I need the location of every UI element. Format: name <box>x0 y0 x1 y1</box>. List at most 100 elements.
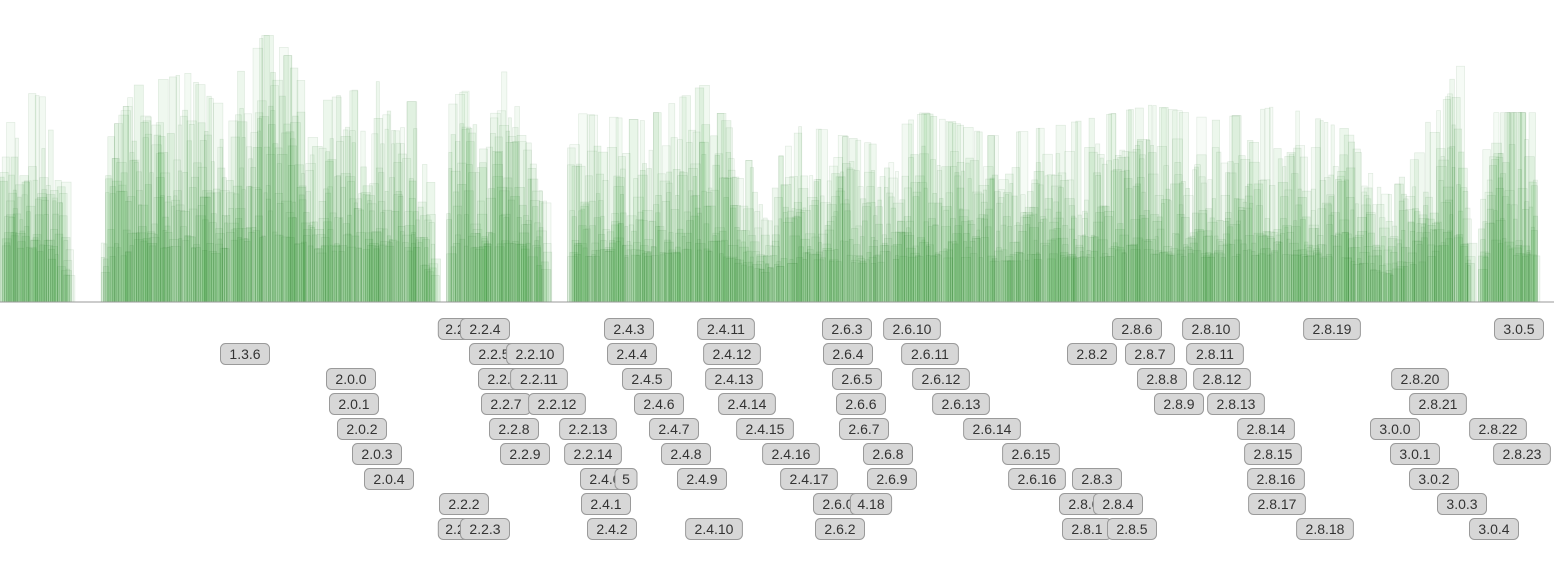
version-label[interactable]: 3.0.0 <box>1370 418 1420 440</box>
version-label-text: 2.4.11 <box>707 321 745 337</box>
version-label[interactable]: 2.0.0 <box>326 368 376 390</box>
version-label[interactable]: 2.8.16 <box>1247 468 1305 490</box>
version-label-text: 2.6.10 <box>893 321 932 337</box>
version-label[interactable]: 2.4.11 <box>697 318 755 340</box>
version-label-box <box>1093 493 1143 515</box>
version-label[interactable]: 2.0.4 <box>364 468 414 490</box>
version-label[interactable]: 2.2.11 <box>510 368 568 390</box>
version-label[interactable]: 2.4.1 <box>581 493 631 515</box>
version-label[interactable]: 2.8.15 <box>1244 443 1302 465</box>
version-label[interactable]: 2.8.19 <box>1303 318 1361 340</box>
version-label[interactable]: 3.0.1 <box>1390 443 1440 465</box>
version-label[interactable]: 2.6.10 <box>883 318 941 340</box>
version-label[interactable]: 2.6.7 <box>839 418 889 440</box>
version-label[interactable]: 2.4.2 <box>587 518 637 540</box>
version-label-text: 3.0.1 <box>1399 446 1430 462</box>
version-label[interactable]: 2.4.10 <box>685 518 743 540</box>
version-label[interactable]: 2.6.9 <box>867 468 917 490</box>
version-label[interactable]: 2.6.13 <box>932 393 990 415</box>
version-label[interactable]: 2.8.23 <box>1493 443 1551 465</box>
version-label[interactable]: 2.8.13 <box>1207 393 1265 415</box>
version-label[interactable]: 2.0.2 <box>337 418 387 440</box>
version-label[interactable]: 2.4.3 <box>604 318 654 340</box>
bar <box>65 275 76 303</box>
version-label-box <box>1247 468 1305 490</box>
version-label[interactable]: 3.0.4 <box>1469 518 1519 540</box>
version-label[interactable]: 2.8.6 <box>1112 318 1162 340</box>
version-label[interactable]: 2.2.9 <box>500 443 550 465</box>
version-label[interactable]: 2.2.2 <box>439 493 489 515</box>
version-label[interactable]: 2.8.11 <box>1186 343 1244 365</box>
version-label[interactable]: 2.6.16 <box>1008 468 1066 490</box>
version-label[interactable]: 2.8.9 <box>1154 393 1204 415</box>
version-label[interactable]: 2.0.3 <box>352 443 402 465</box>
version-label-box <box>1125 343 1175 365</box>
version-label[interactable]: 2.8.4 <box>1093 493 1143 515</box>
version-label[interactable]: 2.4.8 <box>661 443 711 465</box>
version-label[interactable]: 2.8.10 <box>1182 318 1240 340</box>
version-label[interactable]: 1.3.6 <box>220 343 270 365</box>
version-label-box <box>528 393 586 415</box>
version-label-box <box>912 368 970 390</box>
version-label[interactable]: 5 <box>614 468 638 490</box>
version-label[interactable]: 2.4.9 <box>677 468 727 490</box>
version-label[interactable]: 2.8.12 <box>1193 368 1251 390</box>
version-label[interactable]: 2.6.8 <box>863 443 913 465</box>
version-label[interactable]: 3.0.2 <box>1409 468 1459 490</box>
version-label[interactable]: 2.8.7 <box>1125 343 1175 365</box>
version-label-text: 2.4.7 <box>658 421 689 437</box>
version-label-text: 2.4.14 <box>728 396 767 412</box>
version-label[interactable]: 2.6.14 <box>963 418 1021 440</box>
version-label[interactable]: 2.8.21 <box>1409 393 1467 415</box>
version-label-box <box>1072 468 1122 490</box>
version-label-text: 2.8.6 <box>1121 321 1152 337</box>
version-label[interactable]: 2.2.4 <box>460 318 510 340</box>
version-label[interactable]: 2.6.15 <box>1002 443 1060 465</box>
version-label-box <box>1469 418 1527 440</box>
version-label[interactable]: 4.18 <box>849 493 893 515</box>
version-label[interactable]: 2.8.18 <box>1296 518 1354 540</box>
version-label[interactable]: 2.4.4 <box>607 343 657 365</box>
version-label[interactable]: 2.8.14 <box>1237 418 1295 440</box>
version-label-text: 2.4.17 <box>790 471 829 487</box>
version-label[interactable]: 2.4.17 <box>780 468 838 490</box>
version-label[interactable]: 3.0.3 <box>1437 493 1487 515</box>
version-label[interactable]: 2.8.1 <box>1062 518 1112 540</box>
version-label[interactable]: 2.0.1 <box>329 393 379 415</box>
version-label[interactable]: 2.6.4 <box>823 343 873 365</box>
version-label[interactable]: 2.6.5 <box>832 368 882 390</box>
version-label[interactable]: 3.0.5 <box>1494 318 1544 340</box>
version-label[interactable]: 2.4.12 <box>703 343 761 365</box>
version-label-box <box>607 343 657 365</box>
version-label[interactable]: 2.4.14 <box>718 393 776 415</box>
version-label-text: 2.4.10 <box>695 521 734 537</box>
version-label[interactable]: 2.6.6 <box>836 393 886 415</box>
version-label[interactable]: 2.2.8 <box>489 418 539 440</box>
version-label-box <box>1207 393 1265 415</box>
version-label[interactable]: 2.8.17 <box>1248 493 1306 515</box>
version-label[interactable]: 2.8.8 <box>1137 368 1187 390</box>
version-label[interactable]: 2.2.14 <box>564 443 622 465</box>
version-label[interactable]: 2.4.15 <box>736 418 794 440</box>
version-label[interactable]: 2.6.3 <box>822 318 872 340</box>
version-label[interactable]: 2.8.22 <box>1469 418 1527 440</box>
version-label[interactable]: 2.4.13 <box>705 368 763 390</box>
version-label[interactable]: 2.4.6 <box>634 393 684 415</box>
version-label[interactable]: 2.4.7 <box>649 418 699 440</box>
version-label[interactable]: 2.8.3 <box>1072 468 1122 490</box>
version-label[interactable]: 2.6.12 <box>912 368 970 390</box>
version-label-box <box>1391 368 1449 390</box>
version-label[interactable]: 2.8.20 <box>1391 368 1449 390</box>
version-label[interactable]: 2.2.10 <box>506 343 564 365</box>
version-label[interactable]: 2.4.16 <box>762 443 820 465</box>
version-label[interactable]: 2.2.13 <box>559 418 617 440</box>
version-label[interactable]: 2.6.2 <box>815 518 865 540</box>
version-label[interactable]: 2.8.2 <box>1067 343 1117 365</box>
version-label[interactable]: 2.2.12 <box>528 393 586 415</box>
version-label[interactable]: 2.8.5 <box>1107 518 1157 540</box>
version-label[interactable]: 2.6.11 <box>901 343 959 365</box>
version-label[interactable]: 2.2.3 <box>460 518 510 540</box>
version-label[interactable]: 2.2.7 <box>481 393 531 415</box>
version-label[interactable]: 2.4.5 <box>622 368 672 390</box>
version-label-text: 2.2.5 <box>478 346 509 362</box>
